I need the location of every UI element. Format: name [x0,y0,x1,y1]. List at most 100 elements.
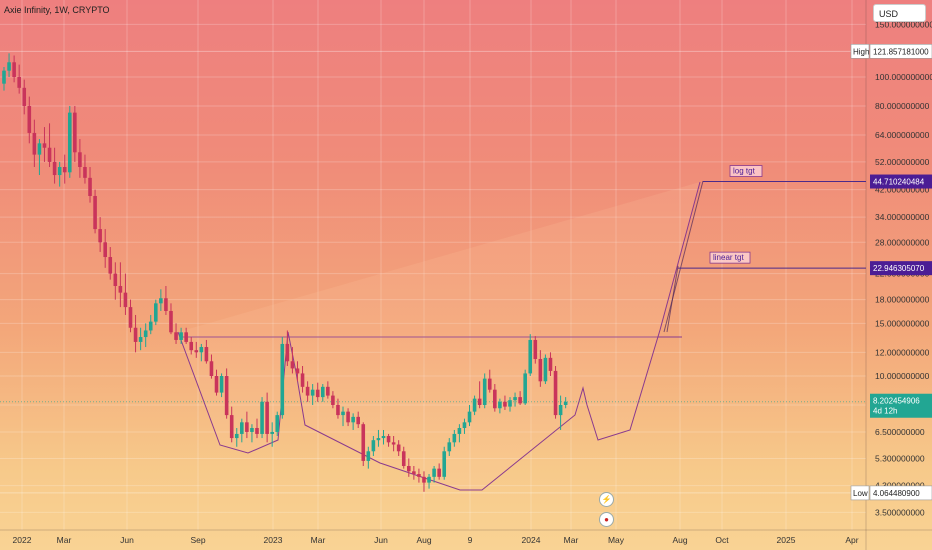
candle-body [118,285,123,293]
y-tick-label: 42.000000000 [875,185,930,195]
candle-body [219,376,224,393]
log-projection-line [663,180,704,333]
candle-body [32,132,37,155]
candle-body [371,440,376,452]
candle-body [493,389,497,409]
x-tick-label: Sep [190,535,205,545]
x-tick-label: Aug [672,535,687,545]
marker-price-box [869,485,932,501]
candle-body [189,341,194,351]
candle-body [88,177,92,196]
candle-body [98,229,102,243]
candle-body [103,242,107,258]
candle-body [523,373,527,404]
candle-body [209,361,214,376]
marker-label-box [850,44,870,59]
candle-body [169,310,173,333]
candle-body [270,431,274,434]
candle-body [305,386,310,396]
y-tick-label: 5.300000000 [875,453,925,463]
candle-body [133,327,138,342]
target-price-tag [870,261,932,276]
last-price-tag [870,393,932,418]
candle-body [538,358,543,382]
x-tick-label: Mar [311,535,326,545]
candle-body [159,298,163,304]
candle-body [563,401,568,405]
candle-body [204,347,209,362]
candle-body [412,471,416,475]
candle-body [401,451,406,467]
last-price-countdown: 4d 12h [873,407,897,416]
candle-body [229,415,234,439]
candle-body [148,321,153,331]
marker-price-box [869,44,932,59]
candle-body [52,161,57,176]
candle-body [260,401,264,434]
candle-body [518,397,522,404]
target-price-value: 22.946305070 [873,264,925,273]
candle-body [310,389,315,396]
candle-body [138,337,143,342]
y-tick-label: 80.000000000 [875,101,930,111]
marker-label: High [853,47,869,56]
marker-label: Low [853,489,868,498]
candle-body [27,105,32,133]
x-tick-label: Oct [715,535,729,545]
target-label: linear tgt [713,253,744,262]
x-tick-label: Apr [845,535,858,545]
y-tick-label: 52.000000000 [875,157,930,167]
candle-body [513,397,517,401]
candle-body [93,195,97,230]
currency-selector[interactable]: USD [873,4,926,22]
candle-body [300,373,305,387]
candle-body [295,368,300,374]
x-tick-label: 9 [468,535,473,545]
candle-body [467,411,472,423]
candle-body [245,422,249,432]
candle-body [503,401,507,407]
flag-icon[interactable]: ● [599,512,614,527]
candle-body [224,376,229,416]
x-tick-label: 2022 [13,535,32,545]
y-tick-label: 3.500000000 [875,507,925,517]
target-price-value: 44.710240484 [873,178,925,187]
candle-body [128,307,133,328]
candle-body [432,468,436,477]
target-price-tag [870,174,932,189]
candle-body [366,451,371,461]
candle-body [381,435,386,439]
candle-body [533,339,538,359]
x-tick-label: 2025 [777,535,796,545]
candle-body [62,167,67,173]
x-tick-label: Jun [374,535,388,545]
candle-body [341,411,345,416]
candle-body [391,442,396,445]
candle-body [240,422,244,434]
y-tick-label: 18.000000000 [875,295,930,305]
y-tick-label: 10.000000000 [875,371,930,381]
flash-icon[interactable]: ⚡ [599,492,614,507]
candle-body [548,357,553,371]
candle-body [331,395,335,405]
y-tick-label: 6.500000000 [875,427,925,437]
candle-body [422,476,426,483]
candle-body [12,62,16,77]
candle-body [255,428,259,434]
x-tick-label: Mar [57,535,72,545]
candle-body [179,332,183,340]
candle-body [154,303,158,322]
candle-body [472,398,477,412]
candle-body [265,401,269,434]
candle-body [47,147,52,162]
candle-body [108,257,113,274]
last-price-value: 8.202454906 [873,397,920,406]
candle-body [396,444,401,452]
x-tick-label: 2024 [522,535,541,545]
candle-body [356,416,360,425]
candle-body [184,332,188,342]
candle-body [250,428,254,432]
candle-body [528,339,533,374]
y-tick-label: 34.000000000 [875,212,930,222]
